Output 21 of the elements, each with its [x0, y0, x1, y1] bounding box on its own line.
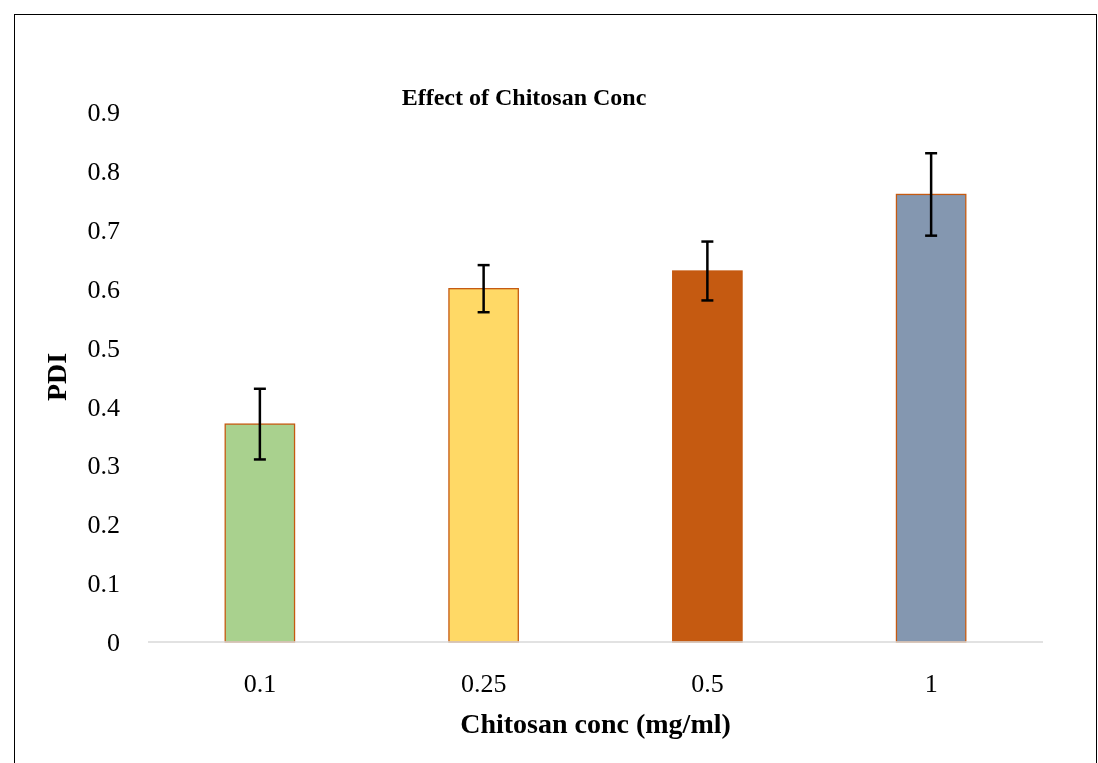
- x-tick-label: 0.1: [243, 669, 277, 698]
- bar: [224, 423, 296, 643]
- x-axis-title: Chitosan conc (mg/ml): [460, 708, 731, 739]
- y-tick-label: 0.9: [87, 98, 120, 128]
- y-tick-label: 0.7: [87, 215, 120, 245]
- x-tick-label: 0.25: [460, 669, 507, 698]
- y-axis-title: PDI: [41, 352, 72, 402]
- y-tick-label: 0.8: [87, 156, 120, 186]
- y-tick-label: 0.2: [87, 510, 120, 540]
- y-tick-label: 0.6: [87, 274, 120, 304]
- y-tick-label: 0: [107, 628, 120, 658]
- bar: [672, 270, 743, 643]
- y-tick-label: 0.1: [87, 569, 120, 599]
- chart-title: Effect of Chitosan Conc: [401, 84, 647, 110]
- bar: [895, 193, 967, 643]
- x-tick-label: 1: [924, 669, 938, 698]
- x-tick-label: 0.5: [691, 669, 724, 698]
- y-tick-label: 0.3: [87, 451, 120, 481]
- y-tick-label: 0.4: [87, 392, 120, 422]
- y-tick-label: 0.5: [87, 333, 120, 363]
- bar: [448, 288, 519, 643]
